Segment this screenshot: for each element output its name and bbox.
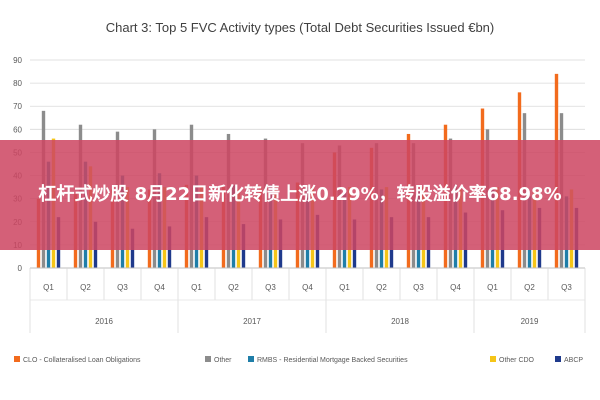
- x-group-label: 2016: [95, 317, 113, 326]
- x-tick-label: Q3: [265, 283, 276, 292]
- x-tick-label: Q2: [524, 283, 535, 292]
- x-tick-label: Q4: [154, 283, 165, 292]
- x-tick-label: Q1: [339, 283, 350, 292]
- x-tick-label: Q3: [413, 283, 424, 292]
- legend-swatch: [490, 356, 496, 362]
- legend-label: Other: [214, 357, 232, 364]
- x-tick-label: Q3: [561, 283, 572, 292]
- x-tick-label: Q2: [228, 283, 239, 292]
- y-tick-label: 60: [13, 125, 22, 134]
- y-tick-label: 70: [13, 102, 22, 111]
- x-tick-label: Q2: [80, 283, 91, 292]
- x-group-label: 2018: [391, 317, 409, 326]
- legend-label: Other CDO: [499, 357, 535, 364]
- x-tick-label: Q1: [43, 283, 54, 292]
- legend-swatch: [555, 356, 561, 362]
- legend-swatch: [248, 356, 254, 362]
- x-tick-label: Q3: [117, 283, 128, 292]
- x-axis: Q1 Q2 Q3 Q4 Q1 Q2 Q3 Q4 Q1 Q2 Q3 Q4 Q1 Q2 Q3 2016 2017 20…: [29, 267, 586, 333]
- x-group-label: 2019: [521, 317, 539, 326]
- legend-swatch: [14, 356, 20, 362]
- x-group-label: 2017: [243, 317, 261, 326]
- x-tick-label: Q1: [487, 283, 498, 292]
- x-tick-label: Q4: [450, 283, 461, 292]
- y-tick-label: 0: [18, 264, 23, 273]
- banner-text: 杠杆式炒股 8月22日新化转债上涨0.29%，转股溢价率68.98%: [38, 184, 562, 205]
- x-tick-label: Q2: [376, 283, 387, 292]
- x-tick-label: Q4: [302, 283, 313, 292]
- x-tick-label: Q1: [191, 283, 202, 292]
- legend-label: ABCP: [564, 357, 583, 364]
- overlay-banner: 杠杆式炒股 8月22日新化转债上涨0.29%，转股溢价率68.98%: [0, 140, 600, 250]
- legend-label: CLO - Collateralised Loan Obligations: [23, 357, 141, 364]
- y-tick-label: 80: [13, 79, 22, 88]
- chart-title: Chart 3: Top 5 FVC Activity types (Total…: [106, 20, 495, 35]
- y-tick-label: 90: [13, 56, 22, 65]
- legend: CLO - Collateralised Loan Obligations Oth…: [14, 356, 583, 364]
- legend-label: RMBS - Residential Mortgage Backed Secur…: [257, 357, 408, 364]
- legend-swatch: [205, 356, 211, 362]
